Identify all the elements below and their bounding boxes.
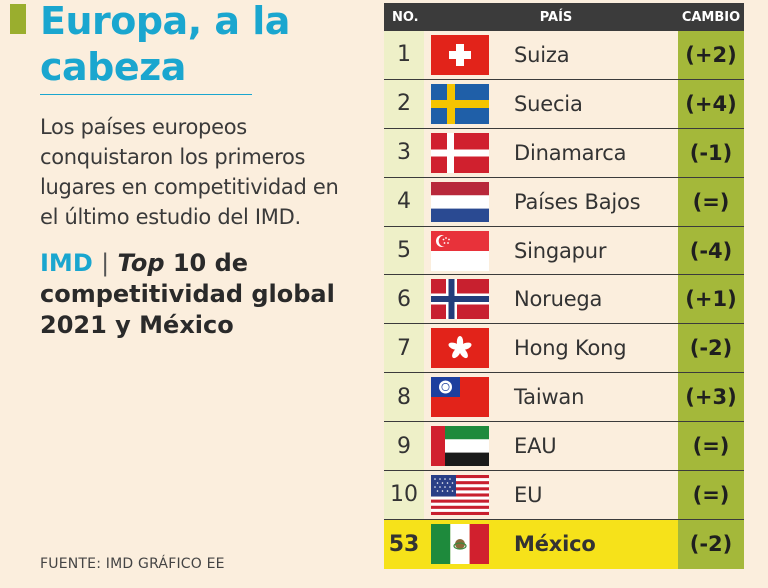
uae-flag-icon [431,426,489,467]
rank-number: 1 [384,31,424,79]
table-row: 4 Países Bajos (=) [384,177,744,227]
subtitle-imd: IMD [40,249,93,277]
country-name: Taiwan [496,373,678,422]
rank-number: 8 [384,373,424,422]
subtitle-top: Top [117,249,165,277]
column-header-change: CAMBIO [681,9,741,25]
rank-change: (=) [678,422,744,471]
hong-kong-flag-icon [431,328,489,369]
country-name: EAU [496,422,678,471]
intro-text: Los países europeos conquistaron los pri… [40,115,339,229]
source-note: FUENTE: IMD GRÁFICO EE [40,556,225,572]
table-row: 6 Noruega (+1) [384,275,744,325]
rank-number: 6 [384,275,424,324]
rank-number: 9 [384,422,424,471]
rank-number: 4 [384,177,424,226]
rank-change: (=) [678,177,744,226]
table-row: 8 Taiwan (+3) [384,373,744,423]
page-title: Europa, a la cabeza [40,0,290,89]
rank-number: 3 [384,128,424,177]
column-header-no: NO. [392,9,419,25]
singapore-flag-icon [431,230,489,271]
table-row: 9 EAU (=) [384,422,744,472]
ranking-table: NO. PAÍS CAMBIO 1 Suiza (+2) 2 Suecia (+… [384,3,744,569]
rank-change: (-4) [678,226,744,275]
rank-change: (+3) [678,373,744,422]
rank-number: 2 [384,79,424,128]
swiss-flag-icon [431,34,489,75]
danish-flag-icon [431,132,489,173]
subtitle-separator: | [101,249,110,277]
rank-change: (+1) [678,275,744,324]
mexico-flag-icon [431,524,489,565]
taiwan-flag-icon [431,377,489,418]
country-name: Dinamarca [496,128,678,177]
table-row: 3 Dinamarca (-1) [384,128,744,178]
accent-bar [10,4,26,34]
country-name: México [496,519,678,569]
table-row: 1 Suiza (+2) [384,31,744,80]
rank-change: (-2) [678,519,744,569]
table-row: 2 Suecia (+4) [384,79,744,129]
country-name: Suecia [496,79,678,128]
column-header-country: PAÍS [539,9,573,25]
country-name: Noruega [496,275,678,324]
norwegian-flag-icon [431,279,489,320]
subtitle-rest: 10 de competitividad global 2021 y Méxic… [40,249,335,339]
country-name: Suiza [496,31,678,79]
rank-change: (+4) [678,79,744,128]
swedish-flag-icon [431,83,489,124]
rank-change: (+2) [678,31,744,79]
rank-number: 10 [384,471,424,519]
table-row-highlight: 53 México (-2) [384,519,744,569]
rank-number: 7 [384,324,424,373]
rank-change: (-2) [678,324,744,373]
rank-change: (-1) [678,128,744,177]
country-name: EU [496,471,678,519]
rank-number: 53 [384,519,424,569]
table-row: 7 Hong Kong (-2) [384,324,744,374]
rank-number: 5 [384,226,424,275]
country-name: Hong Kong [496,324,678,373]
rank-change: (=) [678,471,744,519]
country-name: Singapur [496,226,678,275]
table-row: 5 Singapur (-4) [384,226,744,276]
usa-flag-icon [431,474,489,515]
dutch-flag-icon [431,181,489,222]
chart-subtitle: IMD | Top 10 de competitividad global 20… [40,248,370,341]
title-divider [40,94,252,95]
country-name: Países Bajos [496,177,678,226]
table-row: 10 [384,471,744,520]
table-header: NO. PAÍS CAMBIO [384,3,744,31]
